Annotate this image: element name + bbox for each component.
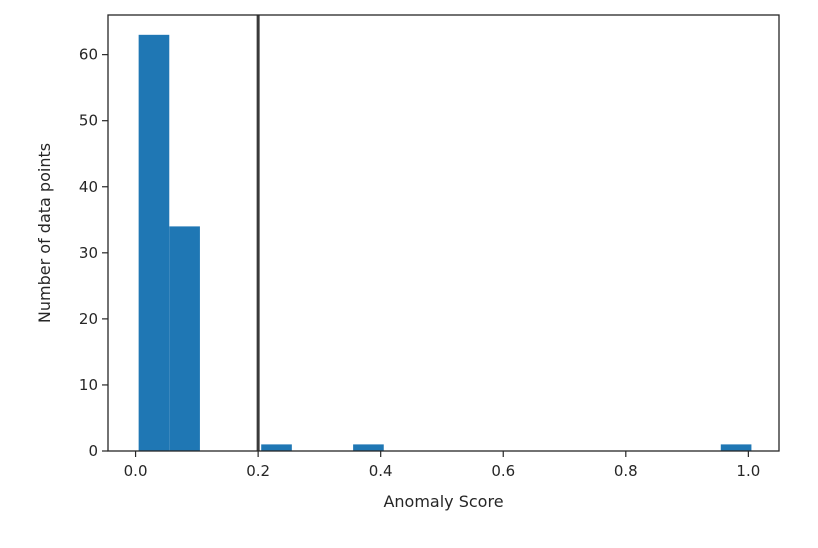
y-tick-label: 20 <box>79 310 98 328</box>
histogram-bar <box>720 444 752 451</box>
y-tick-label: 0 <box>88 442 98 460</box>
y-tick-label: 60 <box>79 46 98 64</box>
x-tick-label: 0.4 <box>369 462 393 480</box>
plot-frame <box>107 14 780 452</box>
x-tick-label: 1.0 <box>736 462 760 480</box>
y-tick-label: 30 <box>79 244 98 262</box>
histogram-bar <box>353 444 384 451</box>
histogram-bar <box>138 34 170 452</box>
y-tick-label: 50 <box>79 112 98 130</box>
x-tick-label: 0.6 <box>491 462 515 480</box>
histogram-bar <box>261 444 292 451</box>
y-axis-ticks: 0 10 20 30 40 50 60 <box>79 46 108 460</box>
x-tick-label: 0.0 <box>124 462 148 480</box>
x-tick-label: 0.2 <box>246 462 270 480</box>
bars-group <box>138 34 752 452</box>
x-axis-ticks: 0.0 0.2 0.4 0.6 0.8 1.0 <box>124 451 760 480</box>
y-tick-label: 10 <box>79 376 98 394</box>
x-axis-label: Anomaly Score <box>383 492 503 511</box>
y-axis-label: Number of data points <box>35 143 54 323</box>
histogram-bar <box>169 226 200 451</box>
y-tick-label: 40 <box>79 178 98 196</box>
x-tick-label: 0.8 <box>614 462 638 480</box>
